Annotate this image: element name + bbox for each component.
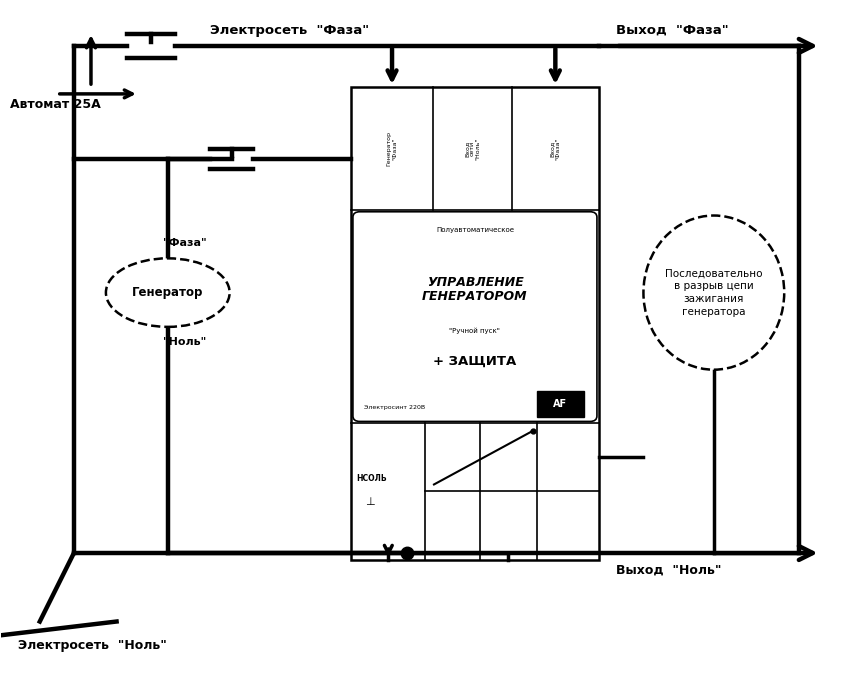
Text: НСОЛЬ: НСОЛЬ — [356, 475, 387, 484]
Text: "Фаза": "Фаза" — [163, 238, 206, 248]
Text: Электросеть  "Фаза": Электросеть "Фаза" — [211, 24, 370, 37]
Text: Выход  "Фаза": Выход "Фаза" — [615, 24, 728, 37]
Text: Автомат 25А: Автомат 25А — [10, 98, 101, 111]
Text: + ЗАЩИТА: + ЗАЩИТА — [433, 354, 516, 367]
Ellipse shape — [106, 259, 229, 327]
Text: AF: AF — [553, 399, 568, 409]
Bar — [538, 391, 584, 418]
Text: Электросинт 220В: Электросинт 220В — [364, 405, 425, 410]
Text: ⊥: ⊥ — [366, 497, 375, 506]
Text: Последовательно
в разрыв цепи
зажигания
генератора: Последовательно в разрыв цепи зажигания … — [665, 268, 763, 316]
Text: Вход
сети
"Ноль": Вход сети "Ноль" — [464, 138, 481, 160]
FancyBboxPatch shape — [353, 212, 597, 422]
Bar — [351, 87, 598, 560]
Text: "Ноль": "Ноль" — [163, 337, 206, 347]
Text: УПРАВЛЕНИЕ
ГЕНЕРАТОРОМ: УПРАВЛЕНИЕ ГЕНЕРАТОРОМ — [422, 276, 528, 303]
Text: Вход
"Фаза": Вход "Фаза" — [550, 138, 561, 160]
Text: Полуавтоматическое: Полуавтоматическое — [436, 226, 514, 233]
Text: Генератор: Генератор — [132, 286, 204, 299]
Text: Выход  "Ноль": Выход "Ноль" — [615, 563, 722, 577]
Text: "Ручной пуск": "Ручной пуск" — [449, 327, 501, 334]
Text: Электросеть  "Ноль": Электросеть "Ноль" — [19, 639, 167, 652]
Ellipse shape — [644, 215, 784, 369]
Text: Генератор
"Фаза": Генератор "Фаза" — [387, 131, 397, 166]
